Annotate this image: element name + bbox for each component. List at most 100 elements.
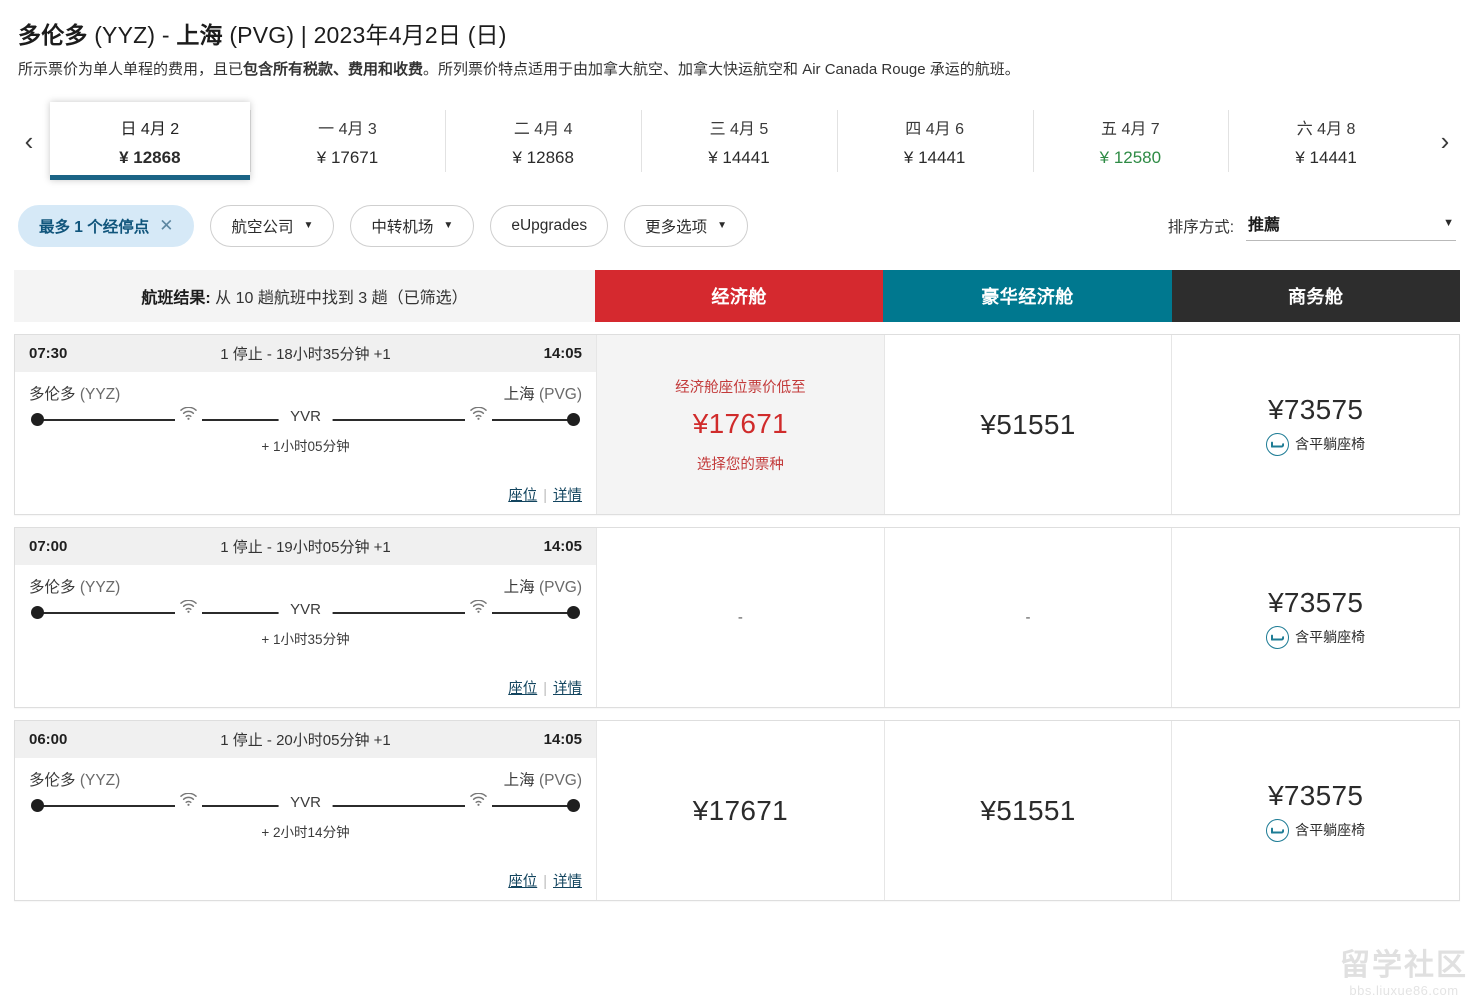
- details-link[interactable]: 详情: [553, 488, 582, 505]
- flight-time-bar: 06:00 1 停止 - 20小时05分钟 +1 14:05: [15, 721, 596, 759]
- origin-airport: 多伦多 (YYZ): [29, 768, 120, 790]
- filter-chip-label: eUpgrades: [511, 217, 588, 235]
- destination-airport-city: 上海: [503, 579, 535, 597]
- origin-city: 多伦多: [18, 22, 88, 48]
- origin-code: (YYZ): [94, 22, 156, 48]
- cabin-column-economy[interactable]: 经济舱: [595, 270, 884, 323]
- date-tab-5[interactable]: 五 4月 7 ¥ 12580: [1032, 102, 1229, 181]
- economy-price: ¥17671: [692, 794, 788, 826]
- flight-itinerary: 06:00 1 停止 - 20小时05分钟 +1 14:05 多伦多 (YYZ) 上海 …: [15, 721, 597, 901]
- filter-chip-2[interactable]: 中转机场 ▼: [350, 205, 475, 248]
- seats-link[interactable]: 座位: [508, 681, 538, 698]
- link-separator: |: [543, 488, 547, 505]
- stop-airport-code: YVR: [278, 601, 333, 619]
- filter-chip-4[interactable]: 更多选项 ▼: [624, 205, 749, 248]
- filter-chip-label: 航空公司: [231, 219, 294, 237]
- destination-airport-code: (PVG): [538, 386, 582, 404]
- date-tab-price: ¥ 12868: [119, 147, 181, 167]
- subtitle-part2: 。所列票价特点适用于由加拿大航空、加拿大快运航空和 Air Canada Rou…: [423, 61, 1020, 78]
- flight-row: 07:00 1 停止 - 19小时05分钟 +1 14:05 多伦多 (YYZ) 上海 …: [14, 527, 1460, 709]
- date-tab-1[interactable]: 一 4月 3 ¥ 17671: [249, 102, 446, 181]
- filter-chip-0[interactable]: 最多 1 个经停点 ✕: [18, 205, 195, 248]
- cabin-column-business[interactable]: 商务舱: [1171, 270, 1460, 323]
- premium-economy-price: -: [1025, 609, 1031, 627]
- cabin-column-premium-economy[interactable]: 豪华经济舱: [883, 270, 1172, 323]
- arrival-time: 14:05: [543, 731, 582, 749]
- layover-duration: + 1小时05分钟: [261, 439, 350, 455]
- filter-chip-label: 中转机场: [371, 219, 434, 237]
- fare-cell-business[interactable]: ¥73575 含平躺座椅: [1172, 528, 1459, 707]
- date-tab-selected-underline: [50, 175, 250, 181]
- economy-price: -: [737, 609, 743, 627]
- filter-chip-1[interactable]: 航空公司 ▼: [210, 205, 335, 248]
- fare-cell-premium-economy[interactable]: ¥51551: [885, 335, 1173, 515]
- close-icon[interactable]: ✕: [159, 216, 174, 236]
- wifi-icon: [465, 406, 492, 425]
- flight-time-bar: 07:30 1 停止 - 18小时35分钟 +1 14:05: [15, 335, 596, 373]
- lie-flat-label: 含平躺座椅: [1295, 436, 1366, 453]
- date-tab-4[interactable]: 四 4月 6 ¥ 14441: [836, 102, 1033, 181]
- stop-airport-code: YVR: [278, 408, 333, 426]
- fare-cell-economy[interactable]: -: [597, 528, 885, 708]
- date-tab-price: ¥ 12868: [512, 147, 574, 167]
- seats-link[interactable]: 座位: [508, 874, 538, 891]
- flight-itinerary: 07:30 1 停止 - 18小时35分钟 +1 14:05 多伦多 (YYZ) 上海 …: [15, 335, 597, 515]
- origin-airport-city: 多伦多: [29, 386, 76, 404]
- date-tab-label: 日 4月 2: [120, 120, 180, 138]
- lie-flat-badge: 含平躺座椅: [1266, 432, 1366, 456]
- route-diagram: YVR: [29, 792, 582, 816]
- date-tab-2[interactable]: 二 4月 4 ¥ 12868: [445, 102, 642, 181]
- filter-chip-label: 更多选项: [645, 219, 708, 237]
- fare-cell-premium-economy[interactable]: ¥51551: [885, 721, 1173, 901]
- date-tab-label: 三 4月 5: [709, 120, 769, 138]
- lie-flat-badge: 含平躺座椅: [1266, 818, 1366, 842]
- airport-row: 多伦多 (YYZ) 上海 (PVG): [29, 575, 582, 597]
- date-tab-label: 六 4月 8: [1296, 120, 1356, 138]
- fare-cell-business[interactable]: ¥73575 含平躺座椅: [1172, 721, 1459, 900]
- flight-row: 06:00 1 停止 - 20小时05分钟 +1 14:05 多伦多 (YYZ) 上海 …: [14, 720, 1460, 902]
- lie-flat-label: 含平躺座椅: [1295, 629, 1366, 646]
- date-tab-0[interactable]: 日 4月 2 ¥ 12868: [50, 102, 250, 181]
- sort-select[interactable]: 推薦 ▼: [1246, 211, 1456, 242]
- date-tab-price: ¥ 14441: [1295, 147, 1357, 167]
- chevron-down-icon: ▼: [303, 220, 314, 232]
- airport-row: 多伦多 (YYZ) 上海 (PVG): [29, 382, 582, 404]
- sort-selected-value: 推薦: [1248, 217, 1281, 235]
- destination-airport-city: 上海: [503, 386, 535, 404]
- fare-cell-premium-economy[interactable]: -: [885, 528, 1173, 708]
- economy-cap-note: 经济舱座位票价低至: [675, 379, 806, 396]
- fare-cell-economy[interactable]: ¥17671: [597, 721, 885, 901]
- date-tab-3[interactable]: 三 4月 5 ¥ 14441: [641, 102, 837, 181]
- flight-links: 座位 | 详情: [508, 484, 582, 505]
- lie-flat-seat-icon: [1266, 432, 1290, 456]
- watermark-title: 留学社区: [1340, 949, 1468, 982]
- cabin-label-business: 商务舱: [1288, 287, 1344, 308]
- layover-duration: + 1小时35分钟: [261, 632, 350, 648]
- date-tab-price: ¥ 14441: [903, 147, 966, 167]
- sort-control: 排序方式: 推薦 ▼: [1168, 211, 1456, 242]
- date-tab-price: ¥ 12580: [1099, 147, 1162, 167]
- filter-chip-3[interactable]: eUpgrades: [490, 205, 609, 248]
- seats-link[interactable]: 座位: [508, 488, 538, 505]
- origin-airport-code: (YYZ): [79, 386, 121, 404]
- wifi-icon: [175, 599, 202, 618]
- details-link[interactable]: 详情: [553, 681, 582, 698]
- fare-cell-economy[interactable]: 经济舱座位票价低至 ¥17671 选择您的票种: [597, 335, 885, 515]
- chevron-right-icon[interactable]: ›: [1440, 126, 1450, 157]
- details-link[interactable]: 详情: [553, 874, 582, 891]
- destination-airport-code: (PVG): [538, 579, 582, 597]
- origin-airport: 多伦多 (YYZ): [29, 382, 120, 404]
- results-label: 航班结果:: [141, 290, 211, 308]
- lie-flat-seat-icon: [1266, 625, 1290, 649]
- flight-route-body: 多伦多 (YYZ) 上海 (PVG) YVR + 1小时05分钟座位 | 详情: [15, 372, 596, 514]
- departure-time: 07:30: [29, 345, 68, 363]
- dest-city: 上海: [176, 22, 223, 48]
- destination-airport: 上海 (PVG): [504, 575, 582, 597]
- chevron-left-icon[interactable]: ‹: [24, 126, 34, 157]
- lie-flat-label: 含平躺座椅: [1295, 822, 1366, 839]
- filter-chips: 最多 1 个经停点 ✕ 航空公司 ▼ 中转机场 ▼ eUpgrades 更多选项 ▼: [18, 205, 764, 248]
- fare-cell-business[interactable]: ¥73575 含平躺座椅: [1172, 335, 1459, 514]
- route-origin-dot: [31, 799, 44, 813]
- date-tab-6[interactable]: 六 4月 8 ¥ 14441: [1228, 102, 1424, 181]
- route-destination-dot: [567, 799, 580, 813]
